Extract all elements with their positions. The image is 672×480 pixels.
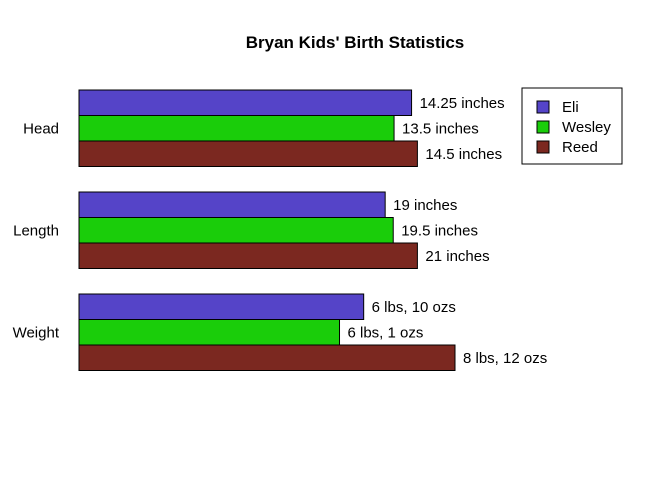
category-label-weight: Weight xyxy=(13,324,60,341)
chart-title: Bryan Kids' Birth Statistics xyxy=(246,33,465,52)
legend: Eli Wesley Reed xyxy=(521,87,623,165)
data-label-head-wesley: 13.5 inches xyxy=(402,120,479,137)
bar-length-eli xyxy=(78,191,386,218)
legend-label-reed: Reed xyxy=(562,139,598,156)
category-label-length: Length xyxy=(13,222,59,239)
data-label-head-eli: 14.25 inches xyxy=(420,95,505,112)
bar-weight-wesley xyxy=(78,319,341,346)
bar-head-wesley xyxy=(78,115,395,142)
legend-label-eli: Eli xyxy=(562,99,579,116)
bar-length-wesley xyxy=(78,217,394,244)
data-label-weight-eli: 6 lbs, 10 ozs xyxy=(372,299,456,316)
bar-weight-reed xyxy=(78,344,456,371)
data-label-head-reed: 14.5 inches xyxy=(425,146,502,163)
bar-weight-eli xyxy=(78,293,365,320)
legend-label-wesley: Wesley xyxy=(562,119,611,136)
category-labels-layer: Head Length Weight xyxy=(13,120,60,341)
legend-swatch-reed xyxy=(536,140,550,154)
bar-length-reed xyxy=(78,242,418,269)
bar-head-eli xyxy=(78,89,413,116)
category-label-head: Head xyxy=(23,120,59,137)
data-label-length-eli: 19 inches xyxy=(393,197,457,214)
legend-swatch-wesley xyxy=(536,120,550,134)
data-label-length-wesley: 19.5 inches xyxy=(401,222,478,239)
data-labels-layer: 14.25 inches 13.5 inches 14.5 inches 19 inc… xyxy=(348,95,548,367)
data-label-weight-reed: 8 lbs, 12 ozs xyxy=(463,350,547,367)
data-label-weight-wesley: 6 lbs, 1 ozs xyxy=(348,324,424,341)
legend-swatch-eli xyxy=(536,100,550,114)
data-label-length-reed: 21 inches xyxy=(425,248,489,265)
bar-head-reed xyxy=(78,140,418,167)
bars-layer xyxy=(78,89,456,371)
